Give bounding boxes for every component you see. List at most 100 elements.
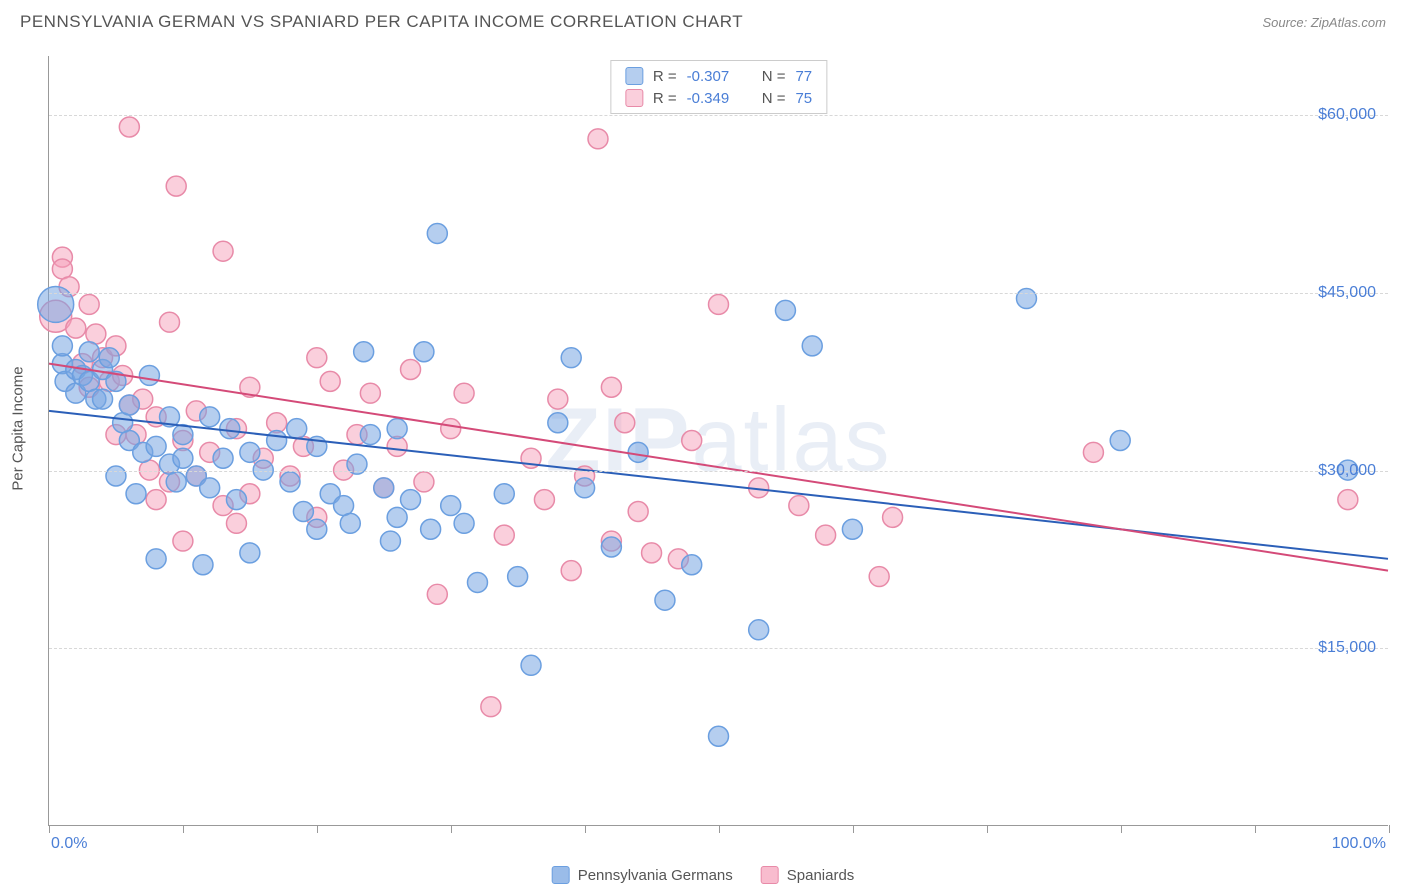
- data-point: [79, 342, 99, 362]
- header-bar: PENNSYLVANIA GERMAN VS SPANIARD PER CAPI…: [0, 0, 1406, 40]
- data-point: [267, 413, 287, 433]
- data-point: [421, 519, 441, 539]
- data-point: [173, 531, 193, 551]
- data-point: [883, 507, 903, 527]
- chart-title: PENNSYLVANIA GERMAN VS SPANIARD PER CAPI…: [20, 12, 743, 32]
- data-point: [561, 561, 581, 581]
- y-tick-label: $30,000: [1318, 462, 1376, 480]
- data-point: [280, 472, 300, 492]
- data-point: [534, 490, 554, 510]
- data-point: [481, 697, 501, 717]
- data-point: [146, 490, 166, 510]
- source-name: ZipAtlas.com: [1311, 15, 1386, 30]
- source-prefix: Source:: [1262, 15, 1310, 30]
- data-point: [842, 519, 862, 539]
- data-point: [240, 442, 260, 462]
- data-point: [387, 419, 407, 439]
- data-point: [642, 543, 662, 563]
- x-tick: [317, 825, 318, 833]
- data-point: [601, 377, 621, 397]
- data-point: [160, 312, 180, 332]
- data-point: [441, 419, 461, 439]
- legend-item: Pennsylvania Germans: [552, 866, 733, 884]
- data-point: [360, 383, 380, 403]
- data-point: [775, 300, 795, 320]
- y-axis-title: Per Capita Income: [10, 366, 27, 490]
- data-point: [66, 318, 86, 338]
- y-tick-label: $60,000: [1318, 106, 1376, 124]
- data-point: [789, 496, 809, 516]
- data-point: [166, 176, 186, 196]
- data-point: [427, 584, 447, 604]
- data-point: [575, 478, 595, 498]
- data-point: [200, 478, 220, 498]
- data-point: [387, 436, 407, 456]
- data-point: [213, 241, 233, 261]
- data-point: [226, 513, 246, 533]
- data-point: [387, 507, 407, 527]
- data-point: [588, 129, 608, 149]
- legend-n-value: 75: [795, 90, 812, 107]
- data-point: [709, 294, 729, 314]
- data-point: [1110, 431, 1130, 451]
- data-point: [213, 448, 233, 468]
- correlation-legend: R = -0.307 N = 77R = -0.349 N = 75: [610, 60, 827, 114]
- data-point: [682, 431, 702, 451]
- legend-label: Pennsylvania Germans: [578, 867, 733, 884]
- data-point: [816, 525, 836, 545]
- data-point: [93, 389, 113, 409]
- legend-item: Spaniards: [761, 866, 855, 884]
- x-tick: [987, 825, 988, 833]
- data-point: [494, 525, 514, 545]
- data-point: [427, 223, 447, 243]
- plot-svg: [49, 56, 1388, 825]
- source-attribution: Source: ZipAtlas.com: [1262, 15, 1386, 30]
- data-point: [126, 484, 146, 504]
- data-point: [414, 342, 434, 362]
- gridline: [49, 293, 1388, 294]
- legend-n-value: 77: [795, 68, 812, 85]
- data-point: [628, 501, 648, 521]
- data-point: [655, 590, 675, 610]
- data-point: [334, 496, 354, 516]
- x-min-label: 0.0%: [51, 835, 87, 853]
- data-point: [220, 419, 240, 439]
- correlation-legend-row: R = -0.307 N = 77: [625, 65, 812, 87]
- legend-r-value: -0.349: [687, 90, 730, 107]
- legend-r-label: R =: [653, 90, 677, 107]
- x-max-label: 100.0%: [1332, 835, 1386, 853]
- data-point: [709, 726, 729, 746]
- data-point: [615, 413, 635, 433]
- legend-swatch: [552, 866, 570, 884]
- series-legend: Pennsylvania Germans Spaniards: [552, 866, 855, 884]
- legend-swatch: [761, 866, 779, 884]
- legend-n-label: N =: [762, 68, 786, 85]
- data-point: [1083, 442, 1103, 462]
- data-point: [307, 348, 327, 368]
- x-tick: [49, 825, 50, 833]
- trendline: [49, 364, 1388, 571]
- data-point: [414, 472, 434, 492]
- legend-swatch: [625, 67, 643, 85]
- data-point: [146, 436, 166, 456]
- data-point: [802, 336, 822, 356]
- data-point: [454, 383, 474, 403]
- data-point: [146, 549, 166, 569]
- data-point: [494, 484, 514, 504]
- data-point: [340, 513, 360, 533]
- legend-r-label: R =: [653, 68, 677, 85]
- data-point: [380, 531, 400, 551]
- data-point: [628, 442, 648, 462]
- chart-container: ZIPatlas R = -0.307 N = 77R = -0.349 N =…: [48, 56, 1388, 826]
- data-point: [119, 395, 139, 415]
- data-point: [52, 259, 72, 279]
- data-point: [267, 431, 287, 451]
- legend-label: Spaniards: [787, 867, 855, 884]
- gridline: [49, 471, 1388, 472]
- legend-n-label: N =: [762, 90, 786, 107]
- data-point: [601, 537, 621, 557]
- data-point: [99, 348, 119, 368]
- data-point: [52, 336, 72, 356]
- data-point: [682, 555, 702, 575]
- data-point: [166, 472, 186, 492]
